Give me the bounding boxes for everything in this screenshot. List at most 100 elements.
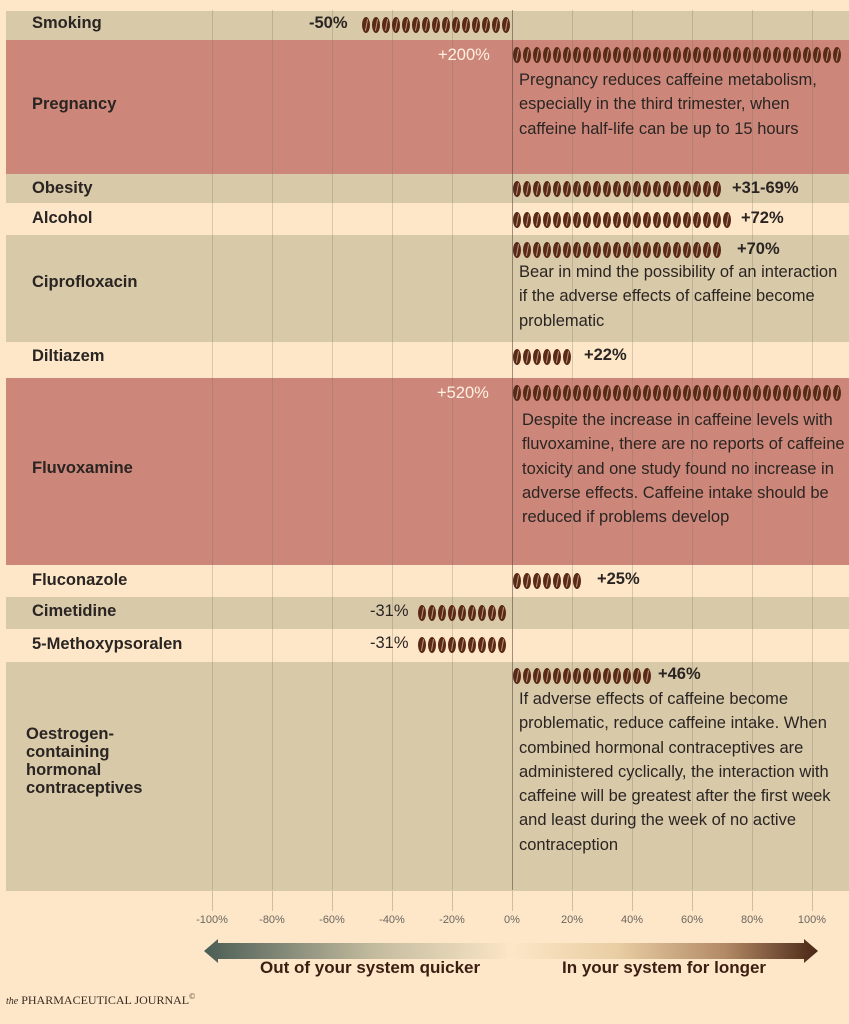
coffee-bean-icon [422,17,430,33]
coffee-bean-icon [643,212,651,228]
coffee-bean-icon [573,385,581,401]
coffee-bean-icon [462,17,470,33]
coffee-bean-icon [653,242,661,258]
coffee-bean-icon [553,349,561,365]
coffee-bean-icon [613,668,621,684]
value-fluconazole: +25% [597,570,640,588]
coffee-bean-icon [793,47,801,63]
axis-tick [692,891,693,911]
coffee-bean-icon [713,47,721,63]
coffee-bean-icon [543,181,551,197]
coffee-bean-icon [418,605,426,621]
coffee-bean-icon [533,349,541,365]
row-label-fluvoxamine: Fluvoxamine [32,459,133,477]
coffee-bean-icon [533,385,541,401]
coffee-bean-icon [563,349,571,365]
coffee-bean-icon [753,47,761,63]
coffee-bean-icon [593,181,601,197]
coffee-bean-icon [693,212,701,228]
value-diltiazem: +22% [584,346,627,364]
coffee-bean-icon [703,212,711,228]
coffee-bean-icon [603,181,611,197]
coffee-bean-icon [783,385,791,401]
gridline [212,10,213,890]
coffee-bean-icon [613,385,621,401]
coffee-bean-icon [513,385,521,401]
coffee-bean-icon [573,242,581,258]
note-fluvoxamine: Despite the increase in caffeine levels … [522,411,845,527]
gridline [272,10,273,890]
coffee-bean-icon [713,212,721,228]
coffee-bean-icon [523,47,531,63]
value-oestrogen: +46% [658,665,701,683]
coffee-bean-icon [543,573,551,589]
coffee-bean-icon [633,47,641,63]
coffee-bean-icon [543,47,551,63]
coffee-bean-icon [553,212,561,228]
coffee-bean-icon [683,47,691,63]
publisher-logo: the PHARMACEUTICAL JOURNAL© [6,992,195,1008]
coffee-bean-icon [523,242,531,258]
coffee-bean-icon [543,668,551,684]
coffee-bean-icon [693,181,701,197]
bar-diltiazem [513,347,577,367]
coffee-bean-icon [673,385,681,401]
row-label-smoking: Smoking [32,14,102,32]
axis-tick [452,891,453,911]
coffee-bean-icon [573,212,581,228]
coffee-bean-icon [478,637,486,653]
bar-smoking [362,15,512,35]
coffee-bean-icon [713,385,721,401]
logo-prefix: the [6,996,19,1007]
coffee-bean-icon [703,385,711,401]
coffee-bean-icon [513,668,521,684]
coffee-bean-icon [553,573,561,589]
coffee-bean-icon [428,637,436,653]
coffee-bean-icon [438,637,446,653]
coffee-bean-icon [613,47,621,63]
coffee-bean-icon [432,17,440,33]
coffee-bean-icon [563,212,571,228]
row-fluconazole-bg [6,565,849,597]
axis-label: -20% [439,914,465,926]
coffee-bean-icon [513,181,521,197]
row-label-obesity: Obesity [32,179,93,197]
coffee-bean-icon [633,385,641,401]
coffee-bean-icon [563,385,571,401]
coffee-bean-icon [773,385,781,401]
gridline [632,10,633,890]
coffee-bean-icon [523,212,531,228]
legend-out-quicker: Out of your system quicker [260,958,481,977]
coffee-bean-icon [703,242,711,258]
gridline-zero [512,10,513,890]
axis-label: 100% [797,914,827,926]
coffee-bean-icon [793,385,801,401]
bar-cimetidine [418,603,512,623]
coffee-bean-icon [488,605,496,621]
note-oestrogen: If adverse effects of caffeine become pr… [519,690,831,854]
coffee-bean-icon [563,181,571,197]
coffee-bean-icon [593,385,601,401]
coffee-bean-icon [643,385,651,401]
coffee-bean-icon [488,637,496,653]
coffee-bean-icon [693,385,701,401]
coffee-bean-icon [573,573,581,589]
coffee-bean-icon [513,212,521,228]
row-label-methoxypsoralen: 5-Methoxypsoralen [32,635,183,653]
coffee-bean-icon [492,17,500,33]
axis-tick [392,891,393,911]
axis-label: -60% [319,914,345,926]
coffee-bean-icon [733,385,741,401]
coffee-bean-icon [603,385,611,401]
coffee-bean-icon [452,17,460,33]
coffee-bean-icon [783,47,791,63]
coffee-bean-icon [472,17,480,33]
coffee-bean-icon [653,181,661,197]
coffee-bean-icon [653,212,661,228]
coffee-bean-icon [523,573,531,589]
coffee-bean-icon [513,573,521,589]
arrow-right-icon [508,939,818,963]
coffee-bean-icon [703,47,711,63]
coffee-bean-icon [533,181,541,197]
coffee-bean-icon [753,385,761,401]
